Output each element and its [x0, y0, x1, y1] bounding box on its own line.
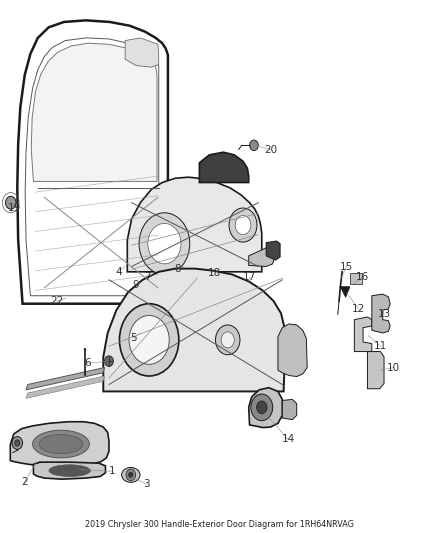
Text: 11: 11: [374, 341, 387, 351]
Polygon shape: [199, 152, 249, 182]
Text: 3: 3: [144, 480, 150, 489]
Circle shape: [129, 316, 169, 365]
Text: 12: 12: [352, 304, 365, 314]
Circle shape: [257, 401, 267, 414]
Circle shape: [12, 437, 22, 449]
Text: 14: 14: [281, 434, 295, 445]
Polygon shape: [340, 287, 350, 297]
Text: 8: 8: [174, 264, 181, 274]
Text: 15: 15: [340, 262, 353, 271]
Ellipse shape: [122, 467, 140, 482]
Text: 17: 17: [243, 272, 256, 282]
Polygon shape: [372, 294, 390, 333]
Polygon shape: [249, 248, 275, 266]
Ellipse shape: [39, 434, 83, 454]
Polygon shape: [278, 324, 307, 376]
Circle shape: [229, 208, 257, 242]
Text: 7: 7: [144, 272, 150, 282]
Text: 19: 19: [8, 203, 21, 213]
Polygon shape: [11, 422, 109, 466]
Text: 18: 18: [208, 268, 221, 278]
Circle shape: [251, 394, 273, 421]
Polygon shape: [354, 317, 372, 352]
Text: 1: 1: [109, 466, 115, 476]
Text: 9: 9: [133, 280, 139, 290]
Polygon shape: [26, 368, 105, 390]
Ellipse shape: [49, 465, 90, 477]
Polygon shape: [31, 43, 157, 181]
Text: 6: 6: [84, 358, 91, 368]
Polygon shape: [26, 376, 105, 398]
Text: 2019 Chrysler 300 Handle-Exterior Door Diagram for 1RH64NRVAG: 2019 Chrysler 300 Handle-Exterior Door D…: [85, 520, 353, 529]
Polygon shape: [249, 387, 283, 427]
Text: 16: 16: [356, 272, 369, 282]
Text: 4: 4: [115, 267, 122, 277]
Text: 13: 13: [378, 309, 391, 319]
Circle shape: [129, 472, 133, 478]
Circle shape: [235, 215, 251, 235]
Circle shape: [120, 304, 179, 376]
Circle shape: [148, 223, 181, 264]
Bar: [350, 273, 362, 284]
Ellipse shape: [32, 430, 89, 458]
Polygon shape: [266, 241, 280, 260]
Circle shape: [14, 440, 20, 446]
Circle shape: [221, 332, 234, 348]
Text: 22: 22: [50, 296, 63, 306]
Circle shape: [215, 325, 240, 355]
Circle shape: [126, 469, 136, 481]
Polygon shape: [125, 38, 159, 67]
Text: 20: 20: [264, 144, 277, 155]
Polygon shape: [103, 269, 286, 391]
Polygon shape: [33, 462, 106, 479]
Circle shape: [250, 140, 258, 151]
Polygon shape: [367, 352, 384, 389]
Circle shape: [139, 213, 190, 274]
Polygon shape: [127, 177, 262, 272]
Text: 2: 2: [21, 477, 28, 487]
Circle shape: [6, 196, 16, 209]
Circle shape: [105, 356, 113, 367]
Text: 5: 5: [131, 333, 137, 343]
Text: 10: 10: [387, 362, 400, 373]
Polygon shape: [283, 399, 297, 419]
